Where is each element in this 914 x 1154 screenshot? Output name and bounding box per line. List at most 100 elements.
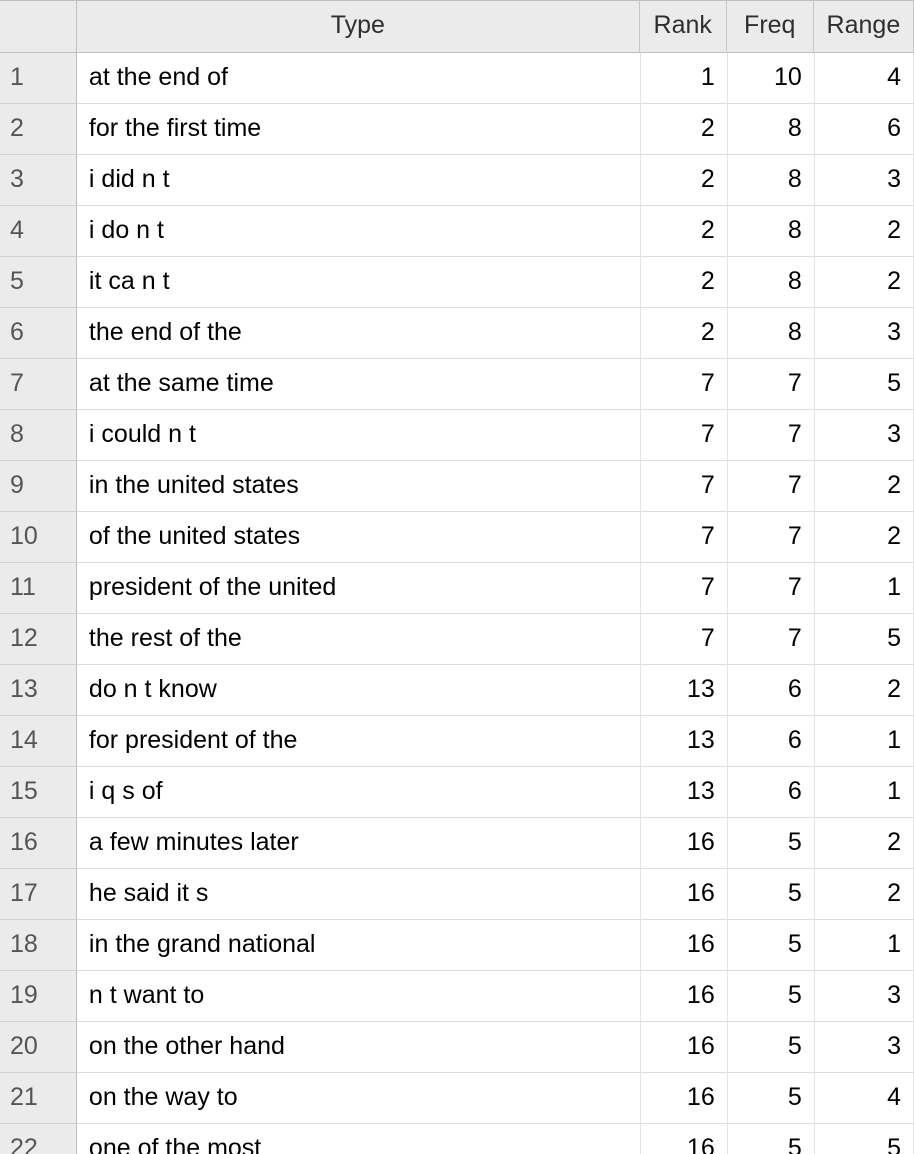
rank-cell[interactable]: 7 bbox=[640, 512, 727, 563]
freq-cell[interactable]: 5 bbox=[727, 920, 814, 971]
table-row[interactable]: 6the end of the283 bbox=[0, 308, 914, 359]
row-number-cell[interactable]: 8 bbox=[0, 410, 77, 461]
column-header-rownum[interactable] bbox=[0, 0, 77, 53]
range-cell[interactable]: 3 bbox=[814, 155, 914, 206]
table-row[interactable]: 12the rest of the775 bbox=[0, 614, 914, 665]
range-cell[interactable]: 3 bbox=[814, 971, 914, 1022]
freq-cell[interactable]: 8 bbox=[727, 206, 814, 257]
table-row[interactable]: 16a few minutes later1652 bbox=[0, 818, 914, 869]
row-number-cell[interactable]: 11 bbox=[0, 563, 77, 614]
table-row[interactable]: 19n t want to1653 bbox=[0, 971, 914, 1022]
range-cell[interactable]: 5 bbox=[814, 1124, 914, 1154]
freq-cell[interactable]: 8 bbox=[727, 257, 814, 308]
rank-cell[interactable]: 1 bbox=[640, 53, 727, 104]
rank-cell[interactable]: 7 bbox=[640, 461, 727, 512]
freq-cell[interactable]: 8 bbox=[727, 308, 814, 359]
freq-cell[interactable]: 7 bbox=[727, 563, 814, 614]
row-number-cell[interactable]: 4 bbox=[0, 206, 77, 257]
table-row[interactable]: 8i could n t773 bbox=[0, 410, 914, 461]
rank-cell[interactable]: 16 bbox=[640, 971, 727, 1022]
type-cell[interactable]: a few minutes later bbox=[77, 818, 640, 869]
rank-cell[interactable]: 2 bbox=[640, 257, 727, 308]
row-number-cell[interactable]: 9 bbox=[0, 461, 77, 512]
range-cell[interactable]: 1 bbox=[814, 716, 914, 767]
type-cell[interactable]: at the end of bbox=[77, 53, 640, 104]
range-cell[interactable]: 5 bbox=[814, 359, 914, 410]
range-cell[interactable]: 1 bbox=[814, 920, 914, 971]
table-row[interactable]: 7at the same time775 bbox=[0, 359, 914, 410]
column-header-type[interactable]: Type bbox=[77, 0, 640, 53]
freq-cell[interactable]: 5 bbox=[727, 1022, 814, 1073]
type-cell[interactable]: the end of the bbox=[77, 308, 640, 359]
column-header-rank[interactable]: Rank bbox=[640, 0, 727, 53]
range-cell[interactable]: 3 bbox=[814, 308, 914, 359]
row-number-cell[interactable]: 7 bbox=[0, 359, 77, 410]
freq-cell[interactable]: 6 bbox=[727, 767, 814, 818]
table-row[interactable]: 9in the united states772 bbox=[0, 461, 914, 512]
rank-cell[interactable]: 13 bbox=[640, 665, 727, 716]
table-row[interactable]: 21on the way to1654 bbox=[0, 1073, 914, 1124]
table-row[interactable]: 4i do n t282 bbox=[0, 206, 914, 257]
type-cell[interactable]: i did n t bbox=[77, 155, 640, 206]
rank-cell[interactable]: 13 bbox=[640, 716, 727, 767]
column-header-range[interactable]: Range bbox=[814, 0, 914, 53]
row-number-cell[interactable]: 6 bbox=[0, 308, 77, 359]
rank-cell[interactable]: 16 bbox=[640, 1022, 727, 1073]
row-number-cell[interactable]: 14 bbox=[0, 716, 77, 767]
range-cell[interactable]: 5 bbox=[814, 614, 914, 665]
freq-cell[interactable]: 5 bbox=[727, 1124, 814, 1154]
row-number-cell[interactable]: 17 bbox=[0, 869, 77, 920]
range-cell[interactable]: 4 bbox=[814, 1073, 914, 1124]
table-row[interactable]: 1at the end of1104 bbox=[0, 53, 914, 104]
rank-cell[interactable]: 7 bbox=[640, 563, 727, 614]
type-cell[interactable]: on the way to bbox=[77, 1073, 640, 1124]
table-row[interactable]: 2for the first time286 bbox=[0, 104, 914, 155]
type-cell[interactable]: in the united states bbox=[77, 461, 640, 512]
row-number-cell[interactable]: 22 bbox=[0, 1124, 77, 1154]
freq-cell[interactable]: 7 bbox=[727, 410, 814, 461]
type-cell[interactable]: president of the united bbox=[77, 563, 640, 614]
rank-cell[interactable]: 7 bbox=[640, 614, 727, 665]
type-cell[interactable]: for president of the bbox=[77, 716, 640, 767]
rank-cell[interactable]: 2 bbox=[640, 206, 727, 257]
range-cell[interactable]: 4 bbox=[814, 53, 914, 104]
rank-cell[interactable]: 13 bbox=[640, 767, 727, 818]
freq-cell[interactable]: 7 bbox=[727, 614, 814, 665]
freq-cell[interactable]: 8 bbox=[727, 155, 814, 206]
type-cell[interactable]: in the grand national bbox=[77, 920, 640, 971]
type-cell[interactable]: for the first time bbox=[77, 104, 640, 155]
table-row[interactable]: 22one of the most1655 bbox=[0, 1124, 914, 1154]
table-row[interactable]: 11president of the united771 bbox=[0, 563, 914, 614]
range-cell[interactable]: 2 bbox=[814, 206, 914, 257]
type-cell[interactable]: it ca n t bbox=[77, 257, 640, 308]
table-row[interactable]: 18in the grand national1651 bbox=[0, 920, 914, 971]
row-number-cell[interactable]: 19 bbox=[0, 971, 77, 1022]
freq-cell[interactable]: 6 bbox=[727, 716, 814, 767]
range-cell[interactable]: 2 bbox=[814, 665, 914, 716]
row-number-cell[interactable]: 10 bbox=[0, 512, 77, 563]
rank-cell[interactable]: 16 bbox=[640, 1124, 727, 1154]
range-cell[interactable]: 2 bbox=[814, 257, 914, 308]
rank-cell[interactable]: 7 bbox=[640, 359, 727, 410]
table-row[interactable]: 13do n t know1362 bbox=[0, 665, 914, 716]
type-cell[interactable]: i q s of bbox=[77, 767, 640, 818]
rank-cell[interactable]: 16 bbox=[640, 1073, 727, 1124]
type-cell[interactable]: do n t know bbox=[77, 665, 640, 716]
freq-cell[interactable]: 5 bbox=[727, 818, 814, 869]
table-row[interactable]: 14for president of the1361 bbox=[0, 716, 914, 767]
column-header-freq[interactable]: Freq bbox=[727, 0, 814, 53]
row-number-cell[interactable]: 21 bbox=[0, 1073, 77, 1124]
type-cell[interactable]: i do n t bbox=[77, 206, 640, 257]
type-cell[interactable]: one of the most bbox=[77, 1124, 640, 1154]
range-cell[interactable]: 2 bbox=[814, 512, 914, 563]
range-cell[interactable]: 1 bbox=[814, 563, 914, 614]
type-cell[interactable]: i could n t bbox=[77, 410, 640, 461]
rank-cell[interactable]: 2 bbox=[640, 308, 727, 359]
rank-cell[interactable]: 2 bbox=[640, 104, 727, 155]
rank-cell[interactable]: 16 bbox=[640, 818, 727, 869]
type-cell[interactable]: the rest of the bbox=[77, 614, 640, 665]
table-row[interactable]: 10of the united states772 bbox=[0, 512, 914, 563]
table-row[interactable]: 20on the other hand1653 bbox=[0, 1022, 914, 1073]
table-row[interactable]: 3i did n t283 bbox=[0, 155, 914, 206]
type-cell[interactable]: of the united states bbox=[77, 512, 640, 563]
